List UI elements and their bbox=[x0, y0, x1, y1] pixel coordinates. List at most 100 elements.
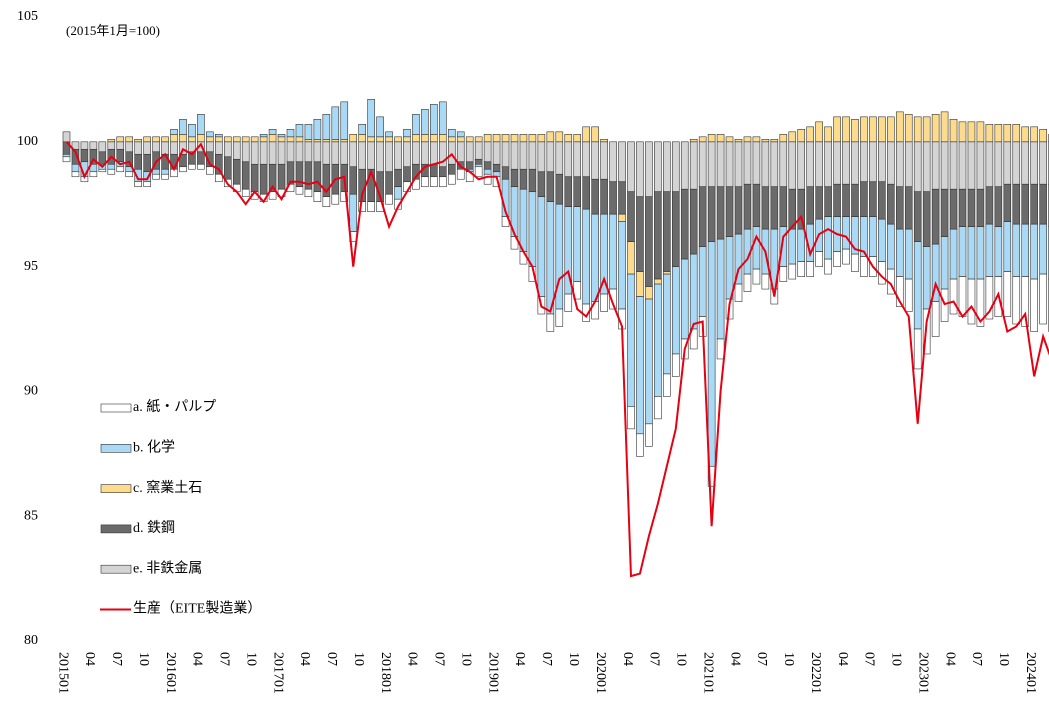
bar-segment bbox=[878, 218, 886, 262]
legend-label: b. 化学 bbox=[133, 440, 175, 456]
bar-segment bbox=[895, 186, 904, 230]
bar-segment bbox=[98, 141, 107, 153]
bar-segment bbox=[949, 228, 958, 280]
bar-segment bbox=[1030, 183, 1038, 225]
x-tick-label: 04 bbox=[835, 652, 850, 666]
bar-segment bbox=[1012, 276, 1021, 325]
bar-segment bbox=[887, 223, 895, 270]
y-tick-label: 105 bbox=[17, 9, 38, 24]
bar-segment bbox=[573, 141, 582, 178]
bar-segment bbox=[456, 168, 465, 180]
bar-segment bbox=[62, 156, 71, 163]
bar-segment bbox=[241, 141, 250, 163]
bar-segment bbox=[134, 141, 142, 155]
bar-segment bbox=[725, 136, 734, 143]
bar-segment bbox=[994, 226, 1003, 277]
bar-segment bbox=[680, 188, 689, 260]
bar-segment bbox=[188, 136, 196, 143]
bar-segment bbox=[627, 191, 635, 242]
bar-segment bbox=[770, 139, 779, 143]
bar-segment bbox=[940, 236, 949, 290]
bar-segment bbox=[1012, 124, 1021, 143]
bar-segment bbox=[313, 161, 322, 193]
x-tick-label: 202301 bbox=[915, 652, 930, 694]
bar-segment bbox=[546, 201, 555, 315]
x-tick-label: 10 bbox=[674, 652, 689, 666]
bar-segment bbox=[707, 134, 716, 143]
bar-segment bbox=[376, 116, 384, 138]
bar-segment bbox=[985, 276, 994, 320]
bar-segment bbox=[223, 156, 232, 180]
bar-segment bbox=[295, 124, 304, 138]
bar-segment bbox=[519, 134, 528, 143]
bar-segment bbox=[869, 116, 877, 143]
x-tick-label: 201501 bbox=[55, 652, 70, 694]
bar-segment bbox=[725, 236, 734, 300]
bar-segment bbox=[322, 114, 331, 140]
bar-segment bbox=[474, 163, 483, 168]
bar-segment bbox=[797, 228, 806, 262]
bar-segment bbox=[259, 141, 268, 165]
bar-segment bbox=[725, 186, 734, 237]
bar-segment bbox=[447, 163, 456, 175]
bar-segment bbox=[636, 196, 644, 272]
bar-segment bbox=[331, 139, 340, 143]
bar-segment bbox=[474, 136, 483, 143]
bar-segment bbox=[250, 141, 259, 165]
bar-segment bbox=[492, 141, 501, 165]
bar-segment bbox=[878, 181, 886, 220]
bar-segment bbox=[510, 141, 519, 170]
x-tick-label: 202101 bbox=[700, 652, 715, 694]
bar-segment bbox=[546, 141, 555, 173]
legend-swatch bbox=[100, 524, 132, 534]
bar-segment bbox=[223, 141, 232, 158]
bar-segment bbox=[869, 141, 877, 183]
bar-segment bbox=[403, 166, 411, 183]
bar-segment bbox=[618, 181, 626, 215]
bar-segment bbox=[483, 161, 492, 170]
bar-segment bbox=[824, 126, 832, 143]
bar-segment bbox=[904, 141, 913, 188]
bar-segment bbox=[689, 328, 698, 350]
bar-segment bbox=[636, 296, 644, 435]
x-tick-label: 201801 bbox=[378, 652, 393, 694]
bar-segment bbox=[976, 278, 985, 327]
bar-segment bbox=[322, 141, 331, 165]
x-tick-label: 10 bbox=[458, 652, 473, 666]
x-tick-label: 07 bbox=[647, 652, 662, 666]
bar-segment bbox=[609, 288, 617, 310]
bar-segment bbox=[1003, 271, 1012, 317]
bar-segment bbox=[842, 216, 850, 250]
bar-segment bbox=[152, 136, 160, 143]
bar-segment bbox=[1030, 223, 1038, 280]
bar-segment bbox=[698, 136, 707, 143]
bar-segment bbox=[1003, 141, 1012, 185]
x-tick-label: 04 bbox=[190, 652, 205, 666]
bar-segment bbox=[833, 141, 841, 185]
bar-segment bbox=[71, 163, 80, 173]
bar-segment bbox=[913, 191, 922, 242]
bar-segment bbox=[367, 99, 375, 138]
bar-segment bbox=[304, 124, 313, 140]
bar-segment bbox=[743, 141, 752, 185]
bar-segment bbox=[842, 116, 850, 143]
bar-segment bbox=[519, 168, 528, 190]
bar-segment bbox=[564, 141, 573, 178]
legend-label: d. 鉄鋼 bbox=[133, 520, 175, 536]
bar-segment bbox=[1021, 126, 1030, 143]
bar-segment bbox=[654, 141, 662, 193]
bar-segment bbox=[188, 163, 196, 170]
bar-segment bbox=[913, 241, 922, 330]
bar-segment bbox=[331, 106, 340, 140]
bar-segment bbox=[752, 183, 761, 227]
bar-segment bbox=[689, 141, 698, 190]
bar-segment bbox=[304, 139, 313, 143]
bar-segment bbox=[116, 166, 125, 173]
bar-segment bbox=[492, 163, 501, 173]
bar-segment bbox=[761, 273, 770, 290]
bar-segment bbox=[358, 141, 366, 170]
bar-segment bbox=[170, 134, 178, 143]
bar-segment bbox=[1030, 141, 1038, 185]
bar-segment bbox=[456, 136, 465, 143]
bar-segment bbox=[439, 101, 447, 135]
